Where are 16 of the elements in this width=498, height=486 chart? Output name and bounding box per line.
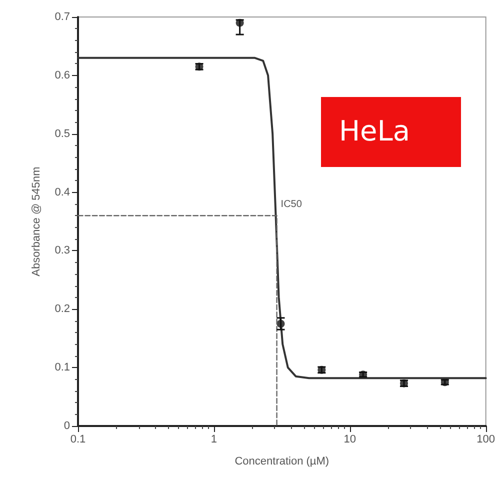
- x-axis-title: Concentration (µM): [234, 456, 330, 468]
- x-tick-label: 100: [476, 434, 496, 446]
- y-tick-label: 0.4: [54, 186, 70, 198]
- y-axis-title: Absorbance @ 545nm: [30, 166, 42, 276]
- annotation: HeLa: [339, 114, 410, 148]
- y-tick-label: 0.7: [54, 11, 70, 23]
- y-tick-label: 0.6: [54, 69, 70, 82]
- x-tick-label: 1: [210, 434, 218, 446]
- annotation: IC50: [280, 199, 302, 210]
- y-tick-label: 0.1: [54, 362, 70, 374]
- x-tick-label: 0.1: [70, 434, 86, 446]
- y-tick-label: 0.3: [54, 244, 70, 257]
- y-tick-label: 0: [64, 420, 70, 432]
- x-tick-label: 10: [344, 434, 356, 446]
- y-tick-label: 0.2: [54, 303, 70, 316]
- y-tick-label: 0.5: [54, 128, 70, 140]
